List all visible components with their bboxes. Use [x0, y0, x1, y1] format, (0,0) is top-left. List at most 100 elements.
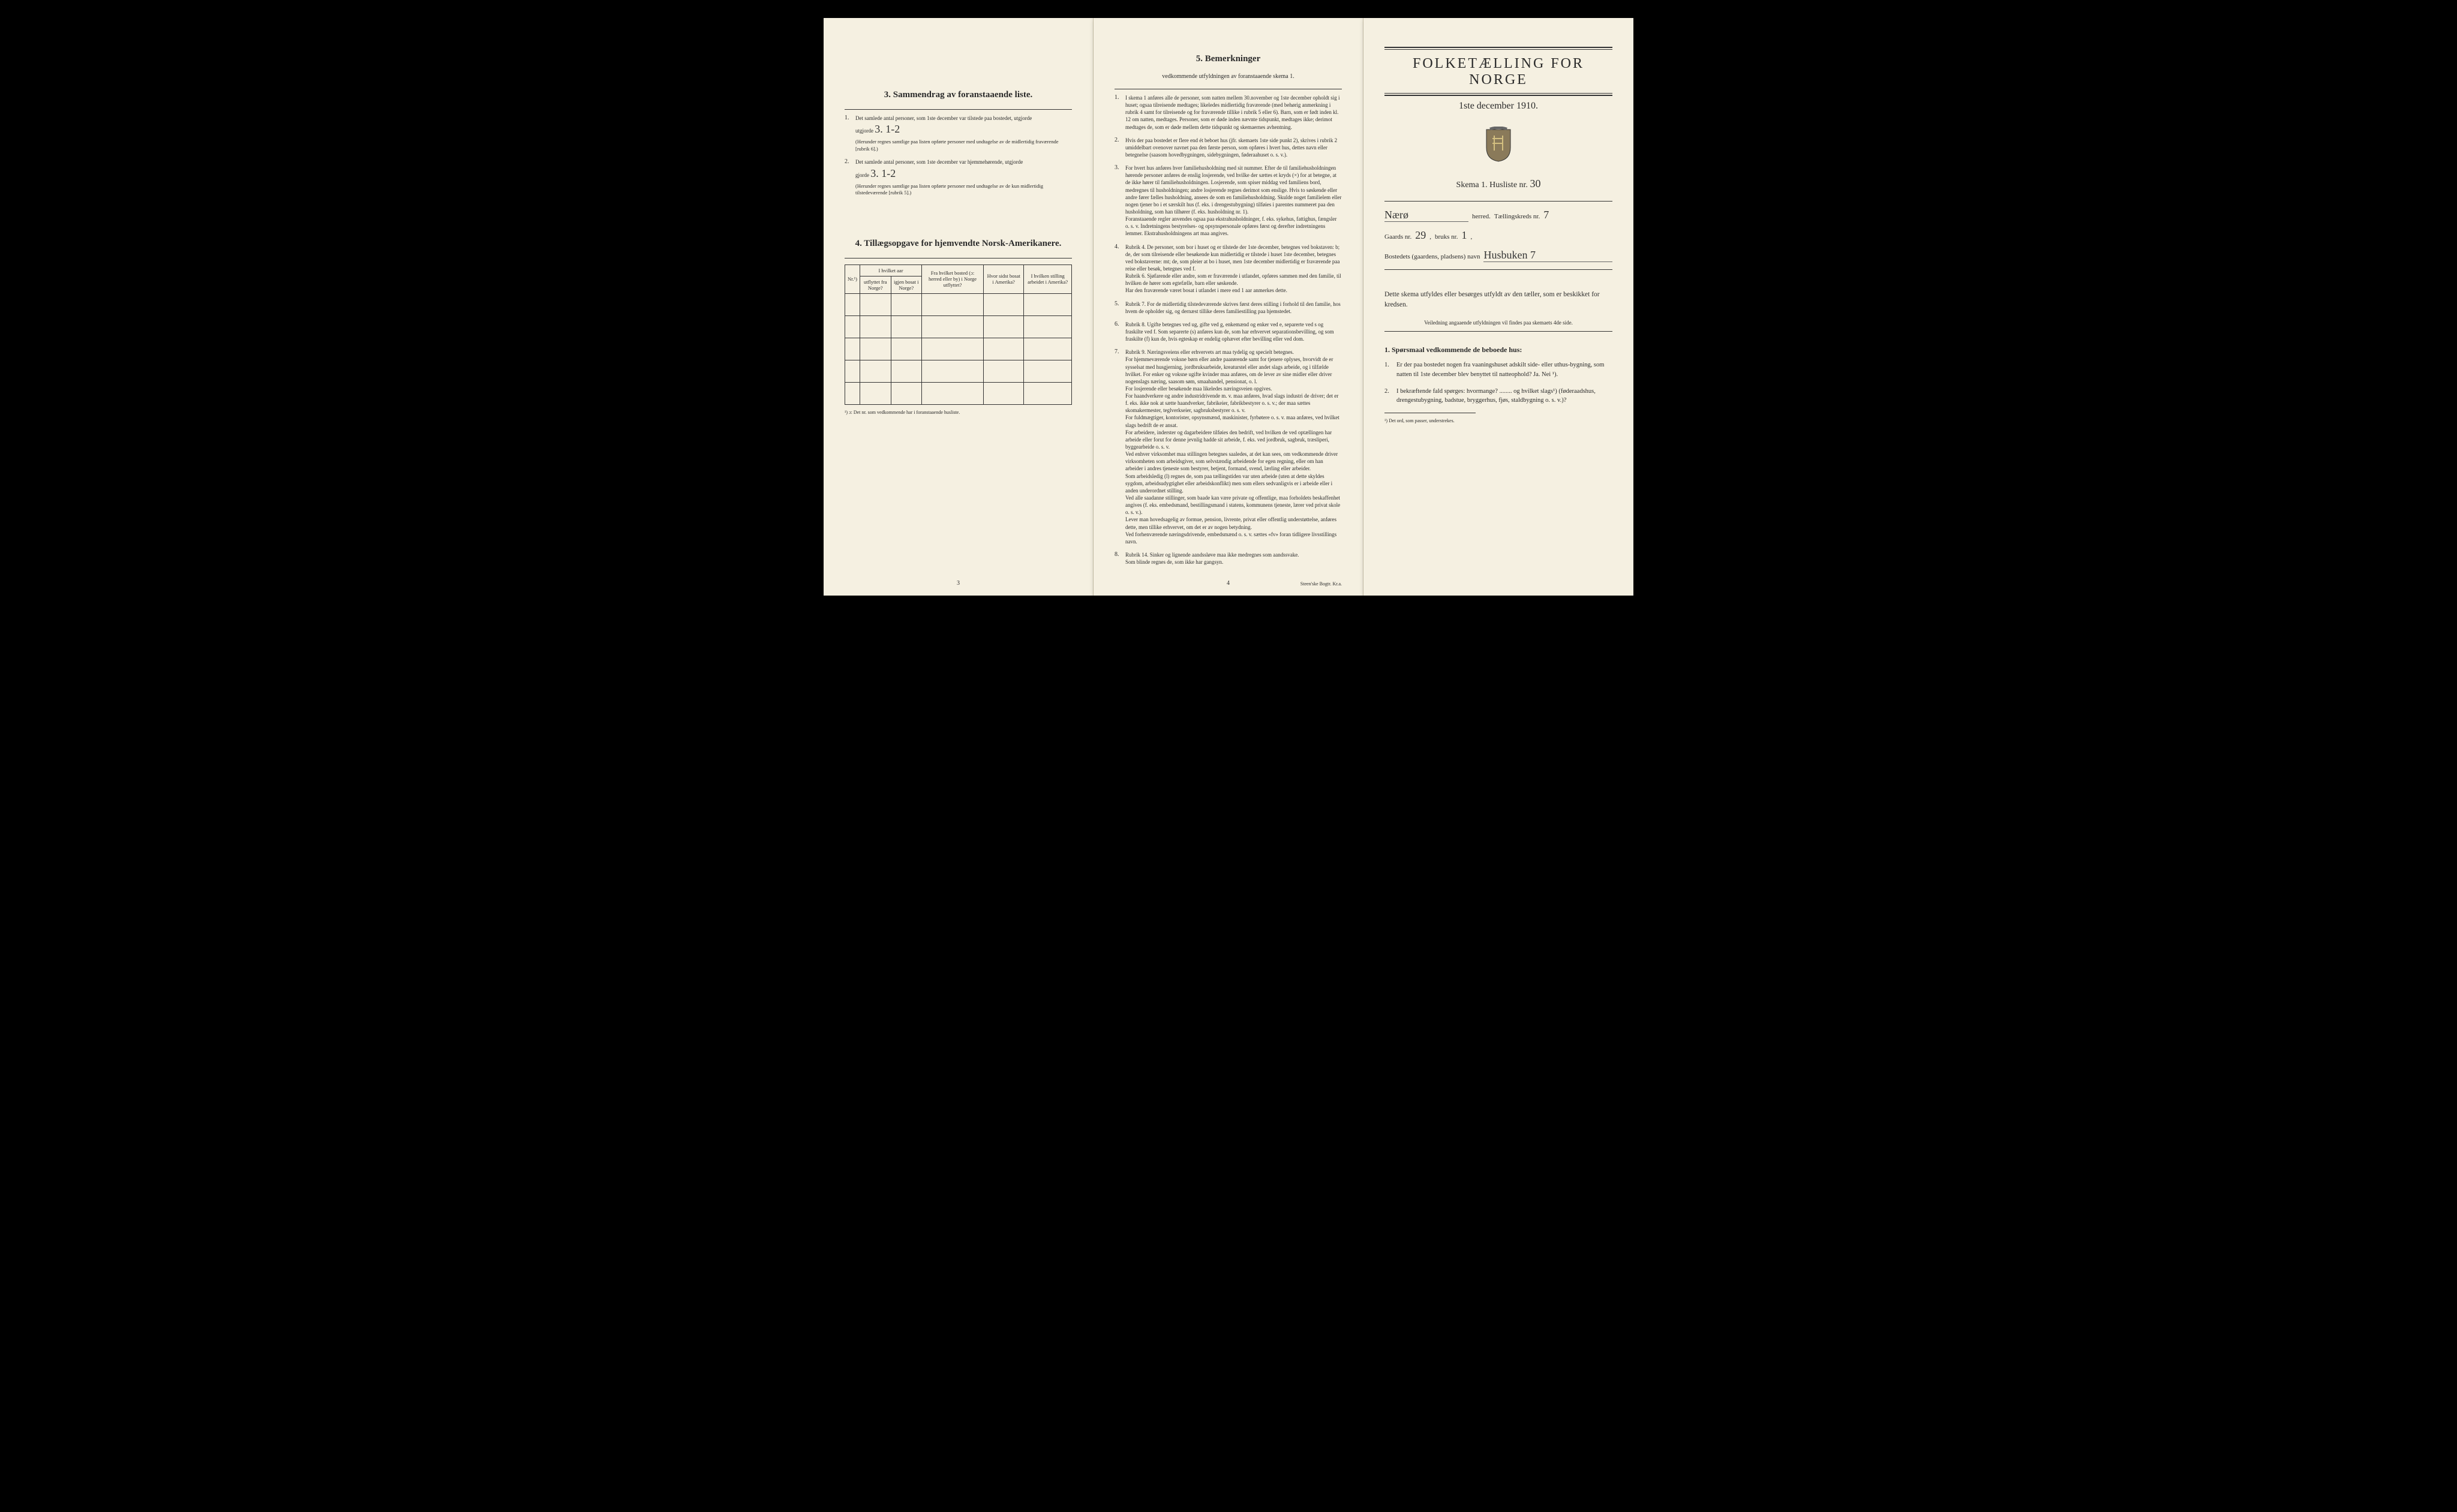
divider [1384, 201, 1612, 202]
rule [1384, 49, 1612, 50]
item1-text: Det samlede antal personer, som 1ste dec… [855, 115, 1032, 121]
kreds-value: 7 [1543, 209, 1549, 221]
bosted-label: Bostedets (gaardens, pladsens) navn [1384, 253, 1480, 260]
item-number: 1. [845, 115, 855, 152]
rule [1384, 93, 1612, 94]
instruction2: Veiledning angaaende utfyldningen vil fi… [1384, 319, 1612, 327]
section1-title: 1. Spørsmaal vedkommende de beboede hus: [1384, 345, 1612, 354]
gaards-label: Gaards nr. [1384, 233, 1411, 241]
bosted-row: Bostedets (gaardens, pladsens) navn Husb… [1384, 249, 1612, 262]
bemerkninger-list: 1.I skema 1 anføres alle de personer, so… [1115, 94, 1342, 566]
item-number: 6. [1115, 321, 1125, 342]
item-content: Hvis der paa bostedet er flere end ét be… [1125, 137, 1342, 158]
bemerk-item: 2.Hvis der paa bostedet er flere end ét … [1115, 137, 1342, 158]
summary-item-2: 2. Det samlede antal personer, som 1ste … [845, 158, 1072, 196]
th-igjen: igjen bosat i Norge? [891, 276, 922, 293]
divider [1384, 269, 1612, 270]
coat-of-arms [1384, 127, 1612, 166]
table-row [845, 315, 1072, 338]
instruction: Dette skema utfyldes eller besørges utfy… [1384, 290, 1612, 311]
bruks-value: 1 [1461, 229, 1467, 242]
question-1: 1. Er der paa bostedet nogen fra vaaning… [1384, 360, 1612, 380]
q-number: 1. [1384, 360, 1396, 380]
item-number: 5. [1115, 300, 1125, 315]
item1-value: 3. 1-2 [875, 123, 900, 135]
bemerk-item: 8.Rubrik 14. Sinker og lignende aandsslø… [1115, 551, 1342, 566]
th-hvor: Hvor sidst bosat i Amerika? [984, 264, 1024, 293]
th-aar: I hvilket aar [860, 264, 922, 276]
item-number: 7. [1115, 348, 1125, 545]
bosted-value: Husbuken 7 [1483, 249, 1612, 262]
item2-value: 3. 1-2 [870, 167, 896, 179]
item-content: Rubrik 8. Ugifte betegnes ved ug, gifte … [1125, 321, 1342, 342]
questions: 1. Er der paa bostedet nogen fra vaaning… [1384, 360, 1612, 405]
skema-label: Skema 1. Husliste nr. [1456, 181, 1528, 190]
page-number: 4 [1227, 580, 1230, 587]
table-row [845, 360, 1072, 382]
rule [1384, 95, 1612, 96]
item-content: Rubrik 9. Næringsveiens eller erhvervets… [1125, 348, 1342, 545]
herred-label: herred. [1472, 213, 1491, 220]
rule [1384, 47, 1612, 48]
divider [845, 109, 1072, 110]
th-nr: Nr.¹) [845, 264, 860, 293]
bruks-label: bruks nr. [1435, 233, 1458, 241]
item1-prefix: utgjorde [855, 128, 875, 134]
table-footnote: ¹) ɔ: Det nr. som vedkommende har i fora… [845, 410, 1072, 415]
section3-title: 3. Sammendrag av foranstaaende liste. [845, 90, 1072, 100]
gaards-value: 29 [1415, 229, 1426, 242]
page-left: 3. Sammendrag av foranstaaende liste. 1.… [824, 18, 1094, 596]
document-container: 3. Sammendrag av foranstaaende liste. 1.… [812, 0, 1645, 614]
table-row [845, 293, 1072, 315]
item-content: Det samlede antal personer, som 1ste dec… [855, 115, 1072, 152]
item1-note: (Herunder regnes samtlige paa listen opf… [855, 139, 1072, 152]
page-middle: 5. Bemerkninger vedkommende utfyldningen… [1094, 18, 1363, 596]
q-content: I bekræftende fald spørges: hvormange? .… [1396, 387, 1612, 406]
item2-text: Det samlede antal personer, som 1ste dec… [855, 159, 1023, 165]
item-content: I skema 1 anføres alle de personer, som … [1125, 94, 1342, 131]
skema-line: Skema 1. Husliste nr. 30 [1384, 178, 1612, 190]
printer-credit: Steen'ske Bogtr. Kr.a. [1300, 581, 1342, 587]
bemerk-item: 7.Rubrik 9. Næringsveiens eller erhverve… [1115, 348, 1342, 545]
bemerk-item: 4.Rubrik 4. De personer, som bor i huset… [1115, 244, 1342, 294]
bemerk-item: 5.Rubrik 7. For de midlertidig tilstedev… [1115, 300, 1342, 315]
herred-value: Nærø [1384, 209, 1468, 222]
item-number: 8. [1115, 551, 1125, 566]
item-content: Rubrik 4. De personer, som bor i huset o… [1125, 244, 1342, 294]
item-number: 2. [845, 158, 855, 196]
th-stilling: I hvilken stilling arbeidet i Amerika? [1024, 264, 1072, 293]
kreds-label: Tællingskreds nr. [1494, 213, 1540, 220]
q-content: Er der paa bostedet nogen fra vaaningshu… [1396, 360, 1612, 380]
footnote: ¹) Det ord, som passer, understrekes. [1384, 418, 1612, 423]
th-bosted: Fra hvilket bosted (ɔ: herred eller by) … [922, 264, 984, 293]
bemerk-item: 1.I skema 1 anføres alle de personer, so… [1115, 94, 1342, 131]
item-content: For hvert hus anføres hver familiehushol… [1125, 164, 1342, 237]
item-content: Rubrik 14. Sinker og lignende aandssløve… [1125, 551, 1342, 566]
table-row [845, 338, 1072, 360]
item-content: Rubrik 7. For de midlertidig tilstedevær… [1125, 300, 1342, 315]
main-title: FOLKETÆLLING FOR NORGE [1384, 56, 1612, 88]
skema-value: 30 [1530, 178, 1540, 190]
item-content: Det samlede antal personer, som 1ste dec… [855, 158, 1072, 196]
bemerk-item: 6.Rubrik 8. Ugifte betegnes ved ug, gift… [1115, 321, 1342, 342]
item2-prefix: gjorde [855, 172, 870, 178]
th-fra: utflyttet fra Norge? [860, 276, 891, 293]
page-number: 3 [957, 580, 960, 587]
herred-row: Nærø herred. Tællingskreds nr. 7 [1384, 209, 1612, 222]
section5-title: 5. Bemerkninger [1115, 54, 1342, 64]
table-row [845, 382, 1072, 404]
section4-title: 4. Tillægsopgave for hjemvendte Norsk-Am… [845, 239, 1072, 249]
bemerk-item: 3.For hvert hus anføres hver familiehush… [1115, 164, 1342, 237]
item2-note: (Herunder regnes samtlige paa listen opf… [855, 183, 1072, 197]
page-right: FOLKETÆLLING FOR NORGE 1ste december 191… [1363, 18, 1633, 596]
gaards-row: Gaards nr. 29 , bruks nr. 1 , [1384, 229, 1612, 242]
shield-icon [1483, 127, 1513, 163]
item-number: 1. [1115, 94, 1125, 131]
amerikanere-table: Nr.¹) I hvilket aar Fra hvilket bosted (… [845, 264, 1072, 405]
date: 1ste december 1910. [1384, 101, 1612, 112]
item-number: 2. [1115, 137, 1125, 158]
summary-item-1: 1. Det samlede antal personer, som 1ste … [845, 115, 1072, 152]
q-number: 2. [1384, 387, 1396, 406]
item-number: 3. [1115, 164, 1125, 237]
question-2: 2. I bekræftende fald spørges: hvormange… [1384, 387, 1612, 406]
